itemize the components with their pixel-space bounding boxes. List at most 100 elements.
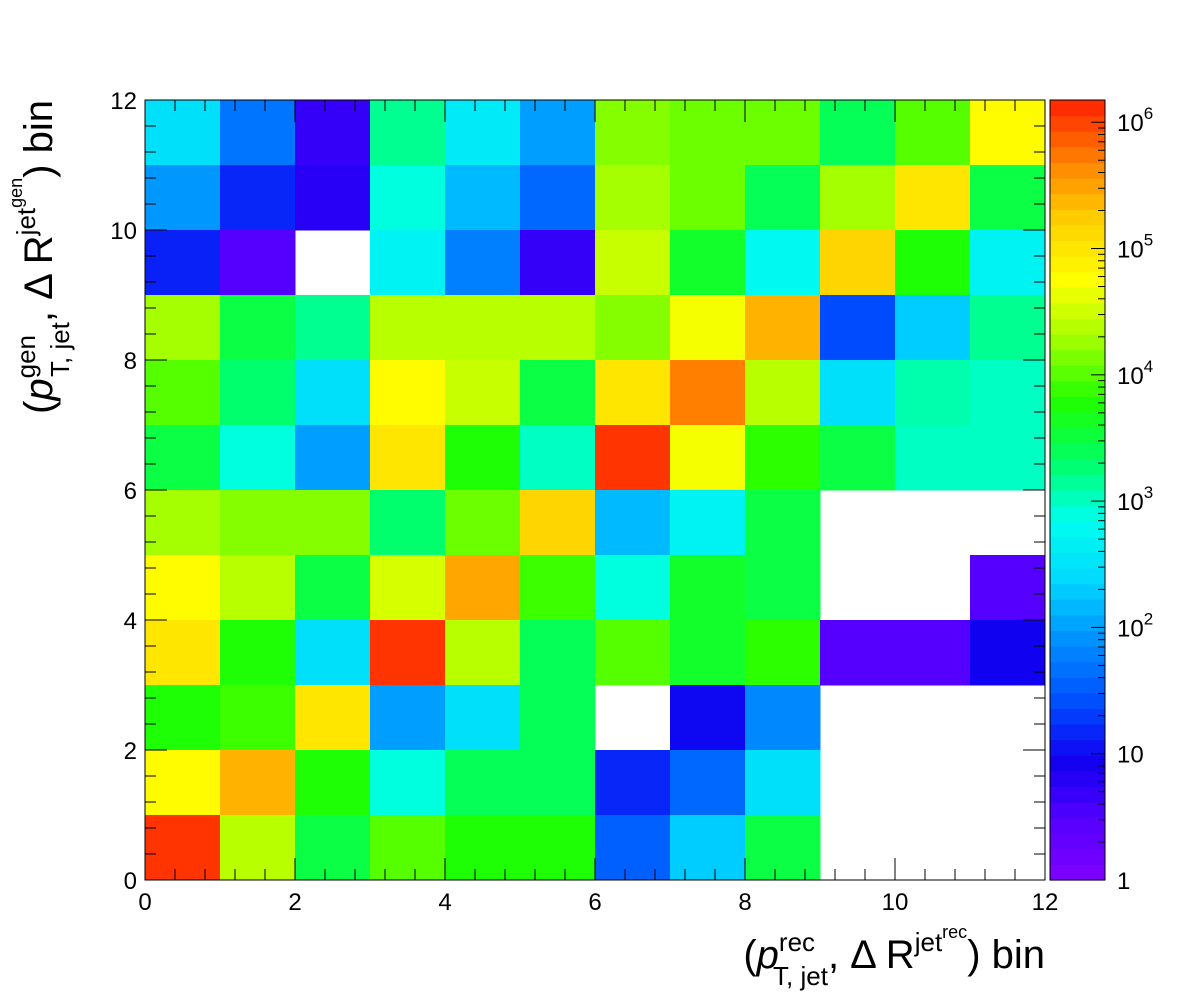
heatmap-cell — [970, 555, 1046, 621]
axis-title-suffix: ) bin — [967, 933, 1045, 977]
colorbar-tick-label: 104 — [1117, 357, 1153, 390]
heatmap-cell — [445, 295, 521, 361]
colorbar-segment — [1050, 146, 1105, 163]
heatmap-cell — [370, 490, 446, 556]
heatmap-cell — [520, 750, 596, 816]
heatmap-cell — [145, 815, 221, 881]
colorbar-segment — [1050, 521, 1105, 538]
colorbar-segment — [1050, 536, 1105, 553]
heatmap-cell — [445, 750, 521, 816]
colorbar-segment — [1050, 614, 1105, 631]
heatmap-cell — [595, 230, 671, 296]
heatmap-cell — [970, 295, 1046, 361]
colorbar-segment — [1050, 490, 1105, 507]
heatmap-cell — [670, 425, 746, 491]
x-tick-label: 12 — [1032, 889, 1059, 916]
heatmap-cell — [745, 750, 821, 816]
colorbar-tick-label: 1 — [1117, 868, 1130, 895]
colorbar-segment — [1050, 443, 1105, 460]
colorbar-segment — [1050, 100, 1105, 117]
colorbar-segment — [1050, 630, 1105, 647]
heatmap-cell — [295, 165, 371, 231]
heatmap-cell — [445, 425, 521, 491]
colorbar-segment — [1050, 864, 1105, 881]
heatmap-cell — [295, 555, 371, 621]
heatmap-cell — [445, 620, 521, 686]
axis-title-sup: gen — [11, 335, 41, 378]
heatmap-cell — [895, 425, 971, 491]
colorbar-segment — [1050, 583, 1105, 600]
heatmap-cell — [745, 425, 821, 491]
colorbar-segment — [1050, 755, 1105, 772]
heatmap-cell — [370, 555, 446, 621]
heatmap-cell — [745, 230, 821, 296]
heatmap-cell — [145, 425, 221, 491]
heatmap-cell — [520, 815, 596, 881]
axis-title-middle: , Δ R — [17, 235, 61, 322]
heatmap-cell — [145, 230, 221, 296]
heatmap-cell — [145, 685, 221, 751]
heatmap-cell — [145, 490, 221, 556]
heatmap-cell — [745, 295, 821, 361]
heatmap-cell — [295, 685, 371, 751]
heatmap-cell — [970, 165, 1046, 231]
heatmap-cell — [820, 165, 896, 231]
heatmap-cell — [595, 165, 671, 231]
heatmap-cell — [220, 750, 296, 816]
heatmap-cell — [220, 100, 296, 166]
heatmap-cell — [145, 620, 221, 686]
heatmap-cell — [220, 620, 296, 686]
colorbar-segment — [1050, 240, 1105, 257]
y-tick-label: 10 — [110, 218, 137, 245]
axis-title-prefix: ( — [17, 400, 61, 414]
heatmap-cell — [820, 295, 896, 361]
colorbar-segment — [1050, 786, 1105, 803]
y-tick-label: 2 — [124, 738, 137, 765]
colorbar-segment — [1050, 552, 1105, 569]
axis-title-variable: p — [756, 933, 779, 977]
colorbar-segment — [1050, 505, 1105, 522]
heatmap-cell — [520, 555, 596, 621]
colorbar-segment — [1050, 427, 1105, 444]
axis-title-sub: T, jet — [773, 961, 829, 991]
heatmap-cell — [295, 100, 371, 166]
colorbar-segment — [1050, 224, 1105, 241]
heatmap-cell — [670, 295, 746, 361]
heatmap-cell — [970, 100, 1046, 166]
y-tick-label: 12 — [110, 88, 137, 115]
heatmap-cell — [520, 295, 596, 361]
heatmap-cell — [670, 230, 746, 296]
colorbar-segment — [1050, 646, 1105, 663]
colorbar-tick-label: 106 — [1117, 104, 1153, 137]
heatmap-cell — [220, 360, 296, 426]
colorbar-segment — [1050, 209, 1105, 226]
heatmap-cell — [670, 555, 746, 621]
heatmap-cell — [370, 230, 446, 296]
colorbar-segment — [1050, 256, 1105, 273]
heatmap-cell — [520, 425, 596, 491]
colorbar-segment — [1050, 115, 1105, 132]
x-tick-label: 4 — [438, 889, 451, 916]
colorbar-tick-label: 102 — [1117, 609, 1153, 642]
heatmap-cell — [445, 100, 521, 166]
colorbar-segment — [1050, 848, 1105, 865]
heatmap-cell — [820, 100, 896, 166]
heatmap-cell — [220, 490, 296, 556]
heatmap-cell — [370, 425, 446, 491]
heatmap-cell — [445, 165, 521, 231]
axis-title-sub: T, jet — [45, 321, 75, 377]
colorbar-segment — [1050, 833, 1105, 850]
heatmap-cell — [895, 165, 971, 231]
heatmap-cell — [220, 815, 296, 881]
heatmap-cell — [145, 360, 221, 426]
heatmap-cell — [295, 295, 371, 361]
colorbar-segment — [1050, 131, 1105, 148]
heatmap-cell — [595, 360, 671, 426]
heatmap-cell — [520, 490, 596, 556]
heatmap-cell — [295, 425, 371, 491]
heatmap-cell — [595, 295, 671, 361]
colorbar-segment — [1050, 318, 1105, 335]
heatmap-cell — [670, 490, 746, 556]
colorbar-segment — [1050, 770, 1105, 787]
